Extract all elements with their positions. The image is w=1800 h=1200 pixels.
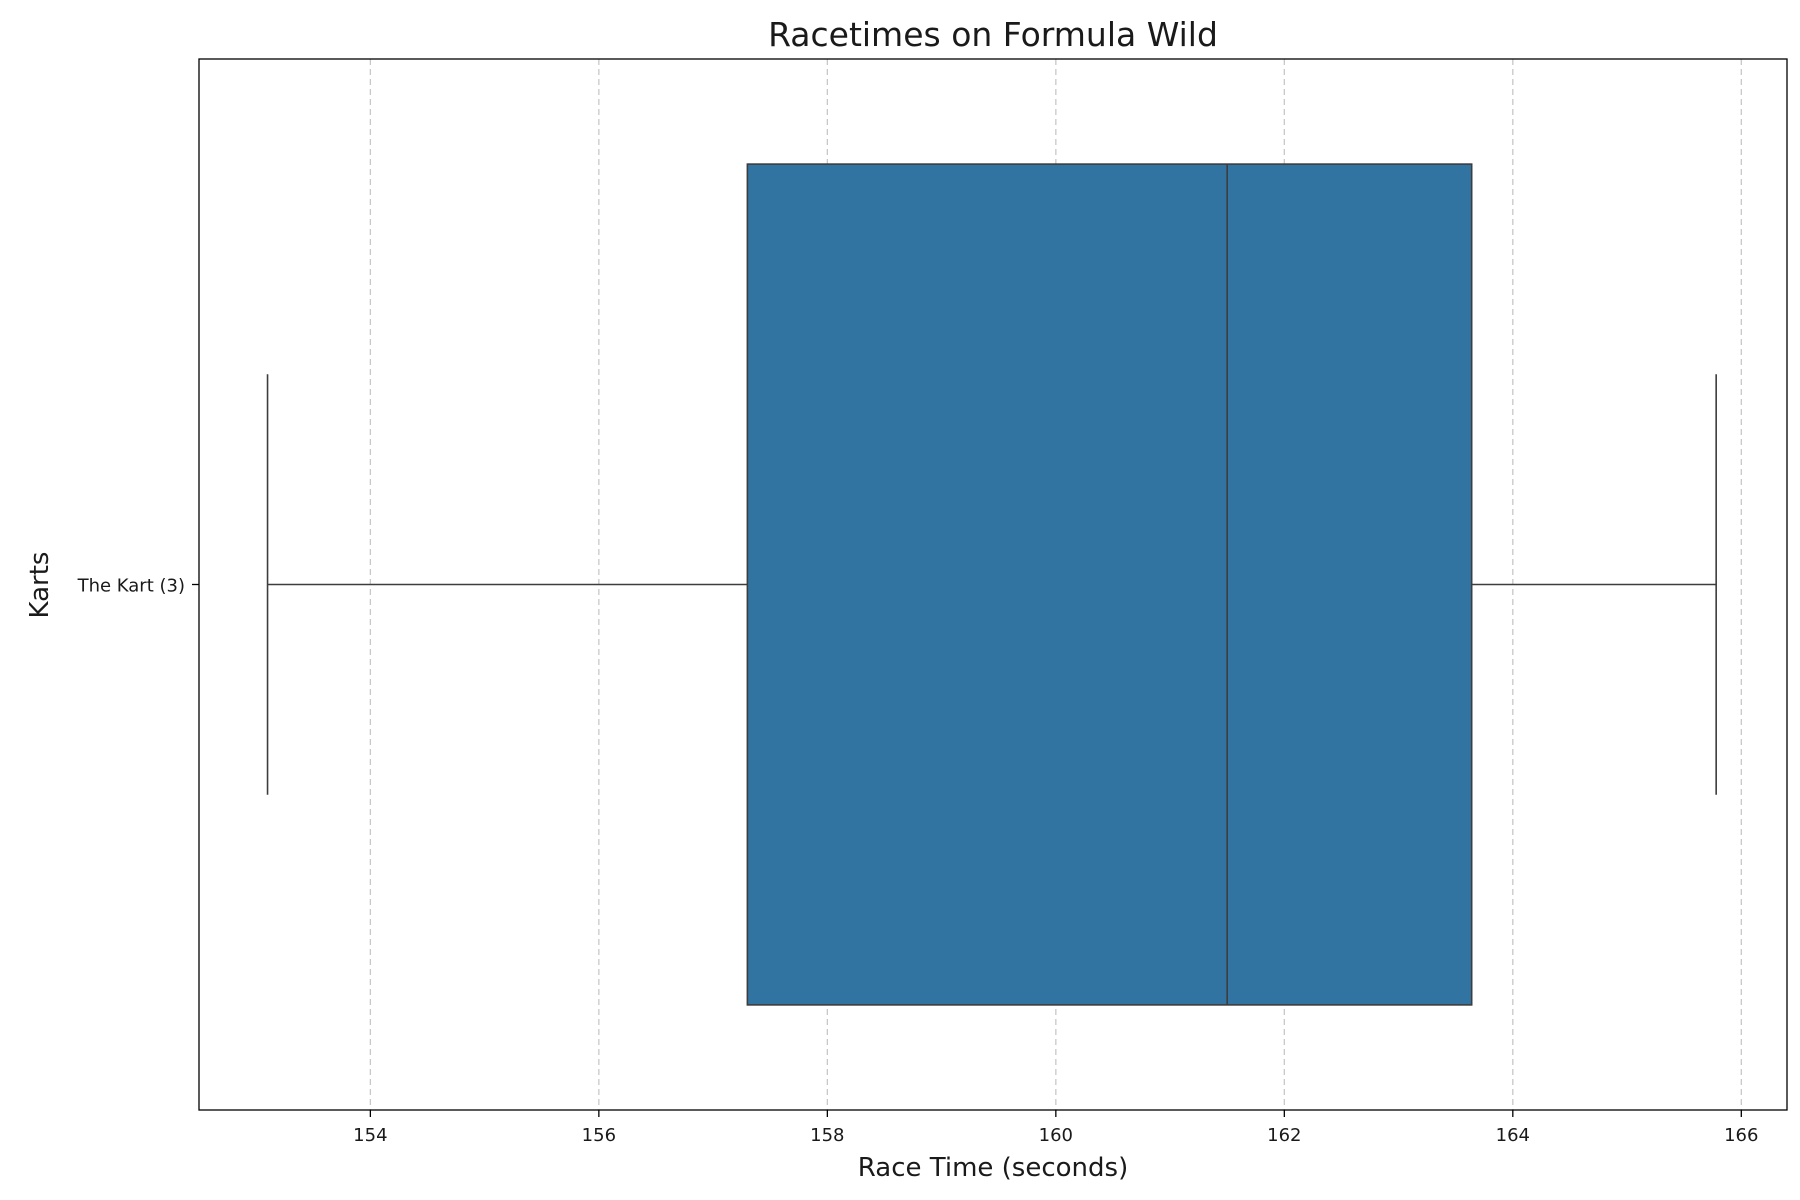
chart-title: Racetimes on Formula Wild <box>768 15 1218 54</box>
x-tick-label: 166 <box>1724 1125 1758 1146</box>
y-axis-label: Karts <box>25 552 55 619</box>
x-tick-label: 160 <box>1039 1125 1073 1146</box>
x-tick-label: 156 <box>582 1125 616 1146</box>
x-axis-label: Race Time (seconds) <box>858 1153 1128 1183</box>
x-tick-label: 154 <box>353 1125 387 1146</box>
y-tick-label: The Kart (3) <box>77 576 185 597</box>
x-tick-label: 162 <box>1267 1125 1301 1146</box>
x-tick-label: 158 <box>810 1125 844 1146</box>
box-layer <box>266 163 1717 1006</box>
x-ticks: 154 156 158 160 162 164 166 <box>353 1110 1758 1146</box>
box-iqr <box>746 163 1473 1006</box>
x-tick-label: 164 <box>1496 1125 1530 1146</box>
y-ticks: The Kart (3) <box>77 576 199 597</box>
